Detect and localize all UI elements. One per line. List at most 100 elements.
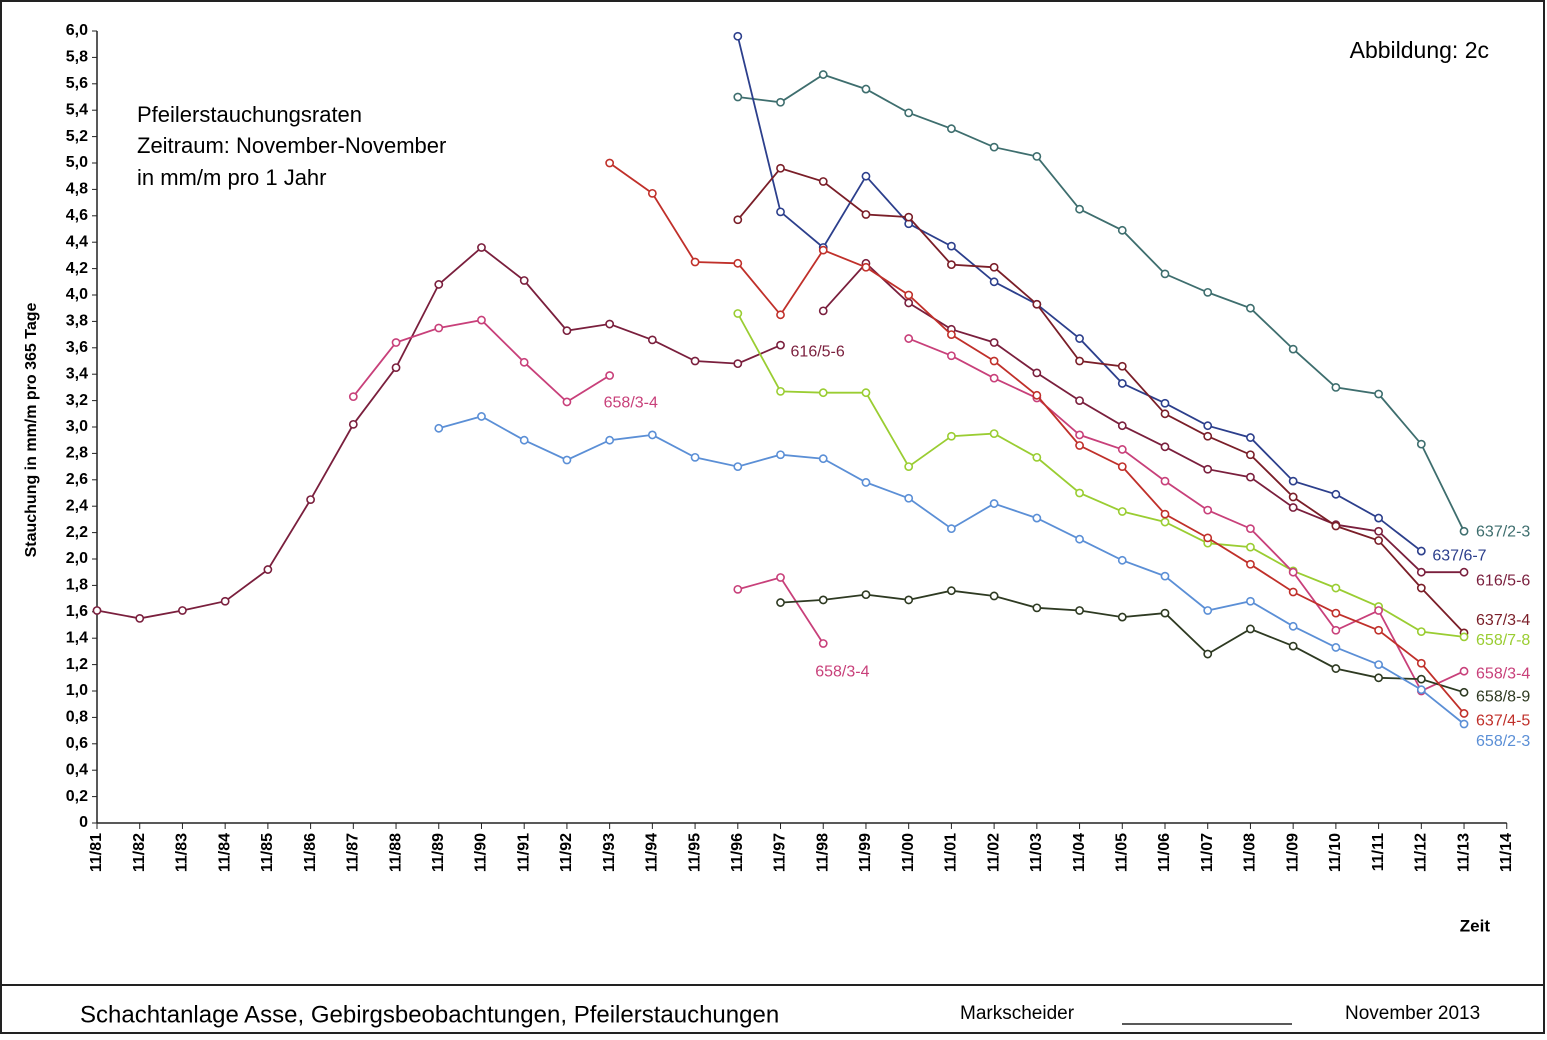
data-point (904, 298, 914, 308)
y-tick-label: 1,8 (66, 577, 88, 594)
data-point (1331, 521, 1341, 531)
x-tick-label: 11/88 (387, 833, 404, 872)
data-point (1288, 621, 1298, 631)
data-point (1331, 583, 1341, 593)
data-point (1160, 398, 1170, 408)
footer-signature: Markscheider (960, 1003, 1075, 1024)
data-point (904, 290, 914, 300)
data-point (1288, 476, 1298, 486)
x-tick-label: 11/01 (943, 833, 960, 872)
x-tick-label: 11/04 (1071, 833, 1088, 872)
data-point (776, 598, 785, 607)
x-tick-label: 11/84 (216, 833, 233, 872)
y-axis-label: Stauchung in mm/m pro 365 Tage (23, 302, 40, 557)
data-point (1203, 421, 1213, 431)
data-point (1032, 390, 1042, 400)
x-tick-label: 11/11 (1370, 833, 1387, 871)
x-tick-label: 11/90 (473, 833, 490, 872)
y-tick-label: 5,8 (66, 49, 88, 66)
data-point (1117, 555, 1127, 565)
series-label: 658/7-8 (1476, 632, 1530, 649)
data-point (733, 92, 743, 102)
data-point (1160, 517, 1170, 527)
data-point (690, 452, 700, 462)
series-label: 637/2-3 (1476, 523, 1530, 540)
data-point (1416, 627, 1426, 636)
data-point (904, 462, 914, 471)
data-point (519, 276, 529, 285)
data-point (904, 493, 914, 503)
x-tick-label: 11/97 (772, 833, 789, 872)
data-point (1032, 299, 1042, 309)
data-point (1117, 507, 1127, 516)
x-tick-label: 11/00 (900, 833, 917, 872)
y-tick-label: 0,6 (66, 735, 88, 752)
data-point (1246, 624, 1255, 634)
data-point (776, 450, 785, 460)
data-point (947, 330, 956, 339)
data-point (989, 142, 999, 152)
data-point (1459, 687, 1469, 697)
data-point (1374, 536, 1383, 545)
x-tick-label: 11/03 (1028, 833, 1045, 872)
data-point (263, 565, 273, 574)
x-tick-label: 11/12 (1413, 833, 1430, 872)
data-point (1288, 503, 1298, 512)
data-point (391, 363, 401, 372)
data-point (1117, 225, 1127, 235)
y-tick-label: 6,0 (66, 22, 88, 39)
y-tick-label: 4,0 (66, 286, 88, 303)
title-line: Pfeilerstauchungsraten (137, 102, 362, 127)
data-point (647, 335, 657, 345)
data-point (1459, 526, 1469, 536)
data-point (1075, 204, 1084, 214)
data-point (1459, 709, 1469, 718)
y-tick-label: 0 (79, 814, 88, 831)
data-point (1032, 513, 1042, 523)
series-label: 637/4-5 (1476, 713, 1530, 730)
series-line (737, 313, 1465, 638)
data-point (989, 429, 999, 438)
data-point (1032, 368, 1042, 378)
series-label: 658/3-4 (604, 395, 658, 412)
data-point (605, 319, 615, 329)
data-point (1117, 612, 1127, 622)
y-tick-label: 1,6 (66, 603, 88, 620)
data-point (904, 108, 914, 118)
x-tick-label: 11/05 (1113, 833, 1130, 872)
data-point (1246, 450, 1255, 460)
y-tick-label: 0,8 (66, 709, 88, 726)
data-point (861, 210, 871, 219)
data-point (1246, 559, 1255, 569)
data-point (904, 595, 914, 605)
data-point (1374, 673, 1383, 683)
data-point (1331, 625, 1341, 635)
data-point (861, 478, 871, 487)
data-point (1160, 571, 1170, 581)
data-point (1416, 546, 1426, 556)
data-point (477, 243, 486, 252)
data-point (1160, 509, 1170, 519)
x-tick-label: 11/92 (558, 833, 575, 872)
data-point (477, 412, 486, 421)
data-point (1331, 608, 1341, 618)
data-point (989, 499, 999, 508)
data-point (1459, 719, 1469, 729)
x-axis-label: Zeit (1460, 916, 1491, 935)
y-tick-label: 3,4 (66, 365, 88, 382)
data-point (1246, 542, 1255, 552)
data-point (1117, 445, 1127, 454)
data-point (1032, 603, 1042, 613)
series-line (908, 337, 1465, 693)
data-point (733, 258, 743, 268)
x-tick-label: 11/81 (88, 833, 105, 872)
data-point (947, 524, 956, 534)
series-label: 658/3-4 (815, 664, 869, 681)
y-tick-label: 5,0 (66, 154, 88, 171)
data-point (1117, 421, 1127, 431)
data-point (135, 614, 145, 623)
series-label: 616/5-6 (1476, 572, 1530, 589)
y-tick-label: 4,2 (66, 260, 88, 277)
data-point (1032, 151, 1042, 161)
